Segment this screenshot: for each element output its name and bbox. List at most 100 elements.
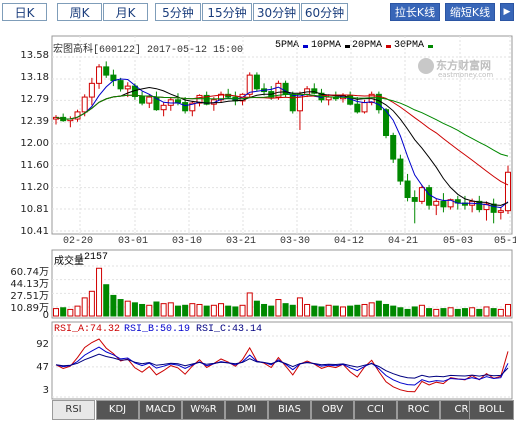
indicator-tab-rsi[interactable]: RSI: [52, 400, 95, 420]
candle-body: [196, 94, 203, 104]
volume-bar: [81, 297, 88, 317]
volume-bar: [339, 306, 346, 317]
candle-body: [174, 99, 181, 104]
volume-panel-frame: [51, 249, 513, 319]
tab-15min[interactable]: 15分钟: [202, 3, 252, 21]
tab-week-k[interactable]: 周K: [57, 3, 102, 21]
volume-bar: [60, 307, 67, 317]
candle-body: [476, 200, 483, 211]
ma20-label: 20PMA: [352, 40, 383, 51]
volume-tick: 10.89万: [10, 303, 49, 314]
volume-bar: [397, 307, 404, 317]
ma10-label: 10PMA: [311, 40, 342, 51]
ma30-label: 30PMA: [394, 40, 425, 51]
candle-body: [411, 197, 418, 202]
candle-body: [139, 96, 146, 104]
volume-bar: [153, 301, 160, 317]
date-tick: 02-20: [63, 236, 94, 247]
volume-bar: [67, 308, 74, 317]
candle-body: [160, 104, 167, 111]
indicator-tab-boll[interactable]: BOLL: [469, 400, 514, 420]
volume-bar: [375, 300, 382, 317]
volume-bar: [167, 302, 174, 317]
candle-body: [440, 200, 447, 208]
rsi-c-line: [55, 353, 509, 379]
volume-bar: [490, 308, 497, 317]
volume-bar: [174, 305, 181, 317]
volume-bar: [411, 306, 418, 317]
indicator-tab-wr[interactable]: W%R: [182, 400, 225, 420]
candle-body: [103, 66, 110, 76]
rsi-c-label: RSI_C:43.14: [196, 324, 263, 335]
volume-bar: [268, 305, 275, 317]
volume-bar: [304, 303, 311, 317]
tab-5min[interactable]: 5分钟: [155, 3, 201, 21]
price-tick: 13.18: [20, 72, 49, 83]
ma5-line: [55, 78, 509, 209]
ma30-marker: [428, 45, 433, 48]
volume-bar: [418, 304, 425, 317]
ma30-line: [55, 93, 509, 157]
tab-60min[interactable]: 60分钟: [301, 3, 348, 21]
volume-bar: [476, 308, 483, 317]
volume-bar: [447, 307, 454, 317]
volume-bar: [88, 290, 95, 317]
volume-bar: [332, 305, 339, 317]
volume-bar: [225, 305, 232, 317]
price-tick: 10.41: [20, 226, 49, 237]
stretch-kline-button[interactable]: 拉长K线: [390, 3, 440, 21]
indicator-tab-obv[interactable]: OBV: [311, 400, 354, 420]
tab-30min[interactable]: 30分钟: [253, 3, 300, 21]
volume-bar: [368, 302, 375, 317]
shrink-kline-button[interactable]: 缩短K线: [445, 3, 495, 21]
date-tick: 03-10: [172, 236, 203, 247]
ma10-line: [55, 86, 509, 206]
indicator-tab-roc[interactable]: ROC: [397, 400, 440, 420]
candle-body: [490, 203, 497, 213]
candle-body: [418, 187, 425, 202]
candle-body: [282, 82, 289, 95]
watermark-logo-icon: [418, 58, 434, 74]
volume-bar: [454, 308, 461, 317]
candle-body: [275, 82, 282, 98]
volume-bar: [239, 304, 246, 317]
price-tick: 10.81: [20, 204, 49, 215]
indicator-tab-kdj[interactable]: KDJ: [96, 400, 139, 420]
scroll-right-icon[interactable]: ▶: [500, 3, 514, 21]
indicator-tab-dmi[interactable]: DMI: [225, 400, 268, 420]
watermark-brand: 东方财富网: [436, 59, 491, 72]
volume-bar: [504, 303, 512, 317]
volume-bar: [311, 305, 318, 317]
stock-info: 宏图高科[600122] 2017-05-12 15:00: [53, 45, 244, 56]
tab-month-k[interactable]: 月K: [103, 3, 148, 21]
volume-bar: [433, 308, 440, 317]
ma5-label: 5PMA: [275, 40, 300, 51]
volume-bar: [318, 306, 325, 317]
volume-tick: 60.74万: [10, 267, 49, 278]
candle-body: [289, 93, 296, 112]
rsi-a-label: RSI_A:74.32: [54, 324, 121, 335]
rsi-tick: 92: [36, 339, 49, 350]
volume-bar: [196, 303, 203, 317]
candle-body: [81, 96, 88, 113]
candle-body: [361, 102, 368, 113]
volume-bar: [497, 308, 504, 317]
indicator-tab-cci[interactable]: CCI: [354, 400, 397, 420]
candle-body: [390, 134, 397, 160]
date-tick: 03-01: [118, 236, 149, 247]
indicator-tab-macd[interactable]: MACD: [139, 400, 182, 420]
candle-body: [124, 85, 131, 90]
volume-tick: 27.51万: [10, 291, 49, 302]
indicator-tab-bias[interactable]: BIAS: [268, 400, 311, 420]
volume-bar: [483, 306, 490, 317]
tab-day-k[interactable]: 日K: [2, 3, 47, 21]
date-tick: 03-30: [280, 236, 311, 247]
candle-body: [354, 103, 361, 113]
candle-body: [253, 74, 260, 90]
volume-bar: [218, 303, 225, 317]
volume-bar: [124, 300, 131, 317]
price-tick: 12.00: [20, 138, 49, 149]
volume-bar: [325, 304, 332, 317]
rsi-a-line: [55, 338, 509, 393]
